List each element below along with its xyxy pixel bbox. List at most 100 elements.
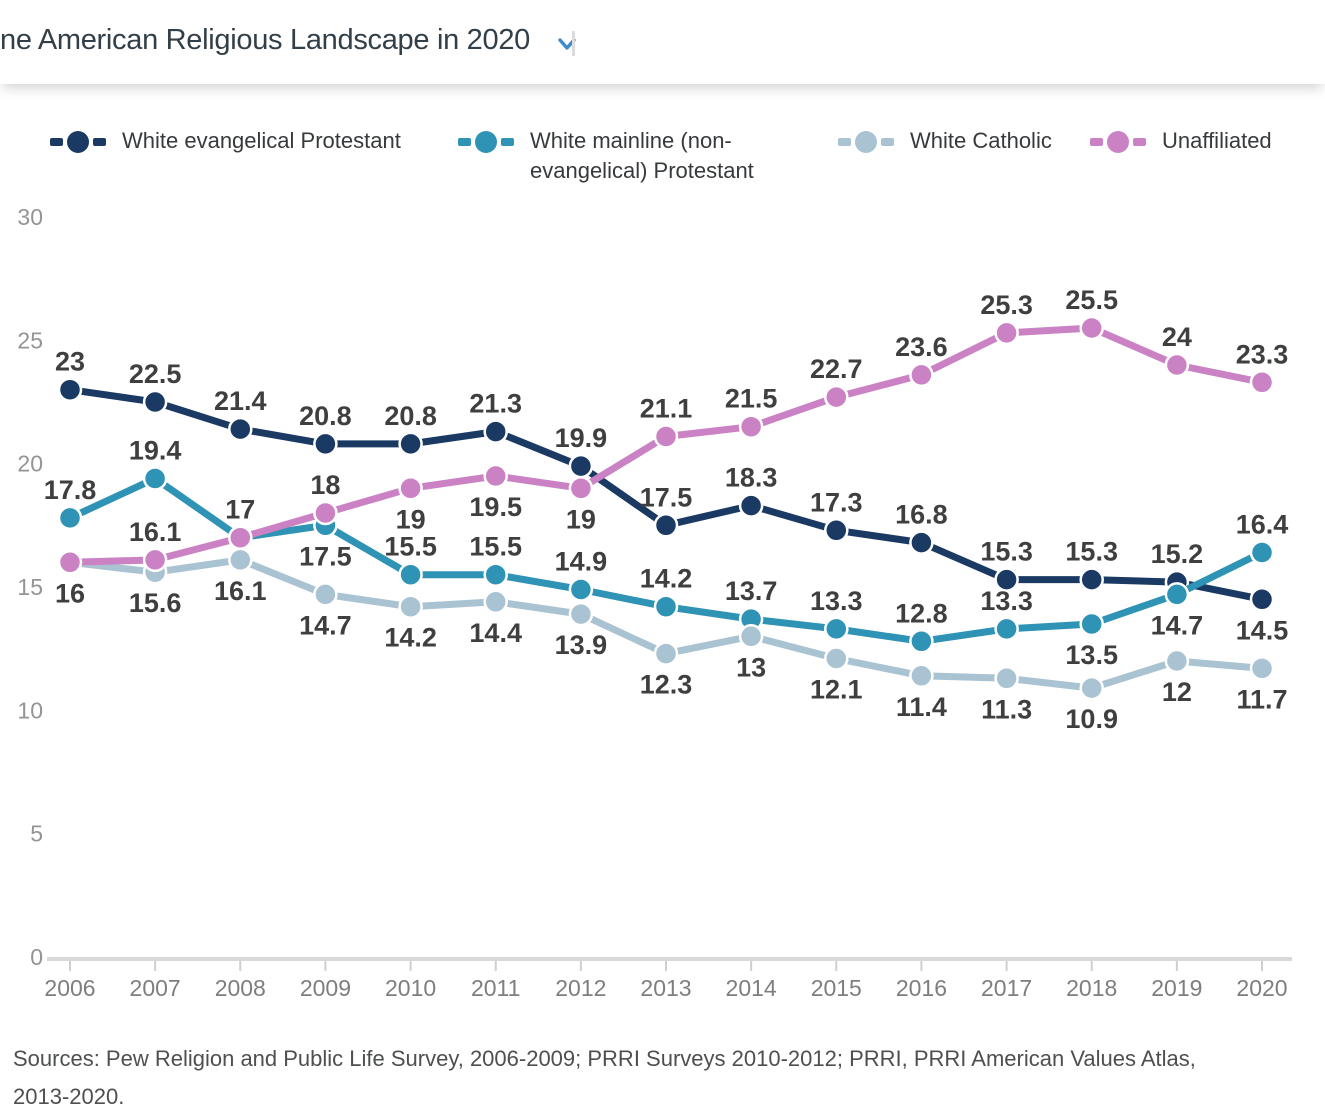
data-point-white-mainline-non-evangelical-protestant[interactable] xyxy=(1164,582,1190,607)
data-point-white-mainline-non-evangelical-protestant[interactable] xyxy=(824,616,849,642)
data-point-white-evangelical-protestant[interactable] xyxy=(228,416,253,442)
data-point-white-evangelical-protestant[interactable] xyxy=(1249,587,1275,612)
page-header: ne American Religious Landscape in 2020 xyxy=(0,0,1325,84)
data-point-label: 23 xyxy=(55,347,85,377)
data-point-unaffiliated[interactable] xyxy=(994,320,1019,346)
data-point-label: 12.3 xyxy=(640,670,693,700)
data-point-white-catholic[interactable] xyxy=(483,589,508,615)
header-divider xyxy=(572,31,575,56)
data-point-white-mainline-non-evangelical-protestant[interactable] xyxy=(398,562,423,587)
data-point-white-evangelical-protestant[interactable] xyxy=(483,419,508,444)
data-point-label: 17.5 xyxy=(640,482,693,512)
data-point-white-mainline-non-evangelical-protestant[interactable] xyxy=(909,629,934,654)
data-point-white-mainline-non-evangelical-protestant[interactable] xyxy=(1079,611,1104,637)
data-point-label: 12.1 xyxy=(810,675,863,705)
data-point-white-catholic[interactable] xyxy=(1164,648,1190,674)
data-point-unaffiliated[interactable] xyxy=(824,384,849,410)
x-axis-label: 2014 xyxy=(726,975,777,1001)
data-point-unaffiliated[interactable] xyxy=(653,424,679,449)
data-point-white-catholic[interactable] xyxy=(824,646,849,671)
data-point-white-catholic[interactable] xyxy=(1249,656,1275,681)
data-point-white-mainline-non-evangelical-protestant[interactable] xyxy=(1249,540,1275,565)
data-point-unaffiliated[interactable] xyxy=(738,414,764,439)
y-axis-label: 15 xyxy=(17,574,43,600)
chevron-down-icon[interactable] xyxy=(556,33,578,55)
legend-item-white-catholic[interactable]: White Catholic xyxy=(838,126,1052,156)
data-point-unaffiliated[interactable] xyxy=(142,547,168,573)
data-point-white-evangelical-protestant[interactable] xyxy=(1079,567,1104,592)
chart-selector-dropdown[interactable]: ne American Religious Landscape in 2020 xyxy=(0,24,578,57)
x-axis-label: 2006 xyxy=(44,975,95,1001)
x-axis-label: 2007 xyxy=(130,975,181,1001)
data-point-white-catholic[interactable] xyxy=(909,663,934,689)
data-point-unaffiliated[interactable] xyxy=(483,463,508,489)
data-point-label: 20.8 xyxy=(299,401,352,431)
legend-marker-icon xyxy=(50,131,106,153)
data-point-label: 18 xyxy=(310,470,340,500)
legend-item-white-evangelical-protestant[interactable]: White evangelical Protestant xyxy=(50,126,401,156)
y-axis-label: 0 xyxy=(30,944,43,970)
data-point-white-evangelical-protestant[interactable] xyxy=(398,431,423,457)
data-point-label: 15.2 xyxy=(1151,539,1204,569)
x-axis-label: 2013 xyxy=(640,975,691,1001)
data-point-white-evangelical-protestant[interactable] xyxy=(653,513,679,538)
data-point-unaffiliated[interactable] xyxy=(398,476,423,501)
chart-legend: White evangelical Protestant White mainli… xyxy=(0,126,1325,196)
y-axis-label: 20 xyxy=(17,451,43,477)
data-point-label: 11.7 xyxy=(1236,684,1287,714)
data-point-unaffiliated[interactable] xyxy=(228,525,253,550)
data-point-white-evangelical-protestant[interactable] xyxy=(738,493,764,518)
data-point-white-mainline-non-evangelical-protestant[interactable] xyxy=(994,616,1019,642)
legend-item-unaffiliated[interactable]: Unaffiliated xyxy=(1090,126,1272,156)
x-axis-label: 2012 xyxy=(555,975,606,1001)
legend-label: White mainline (non-evangelical) Protest… xyxy=(530,128,754,183)
x-axis-label: 2009 xyxy=(300,975,351,1001)
data-point-white-mainline-non-evangelical-protestant[interactable] xyxy=(653,594,679,619)
data-point-unaffiliated[interactable] xyxy=(1079,315,1104,341)
data-point-unaffiliated[interactable] xyxy=(1249,370,1275,395)
data-point-unaffiliated[interactable] xyxy=(909,362,934,388)
data-point-white-catholic[interactable] xyxy=(568,601,594,627)
data-point-label: 12.8 xyxy=(895,598,948,628)
data-point-unaffiliated[interactable] xyxy=(568,476,594,501)
legend-label: White Catholic xyxy=(910,128,1052,153)
data-point-white-catholic[interactable] xyxy=(398,594,423,619)
data-point-white-evangelical-protestant[interactable] xyxy=(824,518,849,543)
data-point-white-evangelical-protestant[interactable] xyxy=(994,567,1019,592)
data-point-label: 13.9 xyxy=(555,630,608,660)
data-point-label: 17.5 xyxy=(299,541,352,571)
data-point-label: 17 xyxy=(225,495,255,525)
data-point-label: 22.5 xyxy=(129,359,182,389)
data-point-unaffiliated[interactable] xyxy=(313,500,338,526)
data-point-white-catholic[interactable] xyxy=(1079,675,1104,701)
legend-marker-icon xyxy=(458,131,514,153)
data-point-white-evangelical-protestant[interactable] xyxy=(909,530,934,555)
data-point-white-evangelical-protestant[interactable] xyxy=(313,431,338,457)
data-point-unaffiliated[interactable] xyxy=(57,550,83,575)
data-point-white-catholic[interactable] xyxy=(313,582,338,607)
data-point-white-catholic[interactable] xyxy=(653,641,679,666)
x-axis-label: 2011 xyxy=(471,975,520,1001)
data-point-label: 16.1 xyxy=(214,576,267,606)
data-point-label: 19 xyxy=(396,504,426,534)
data-point-label: 12 xyxy=(1162,677,1192,707)
data-point-white-mainline-non-evangelical-protestant[interactable] xyxy=(142,466,168,491)
data-point-white-evangelical-protestant[interactable] xyxy=(57,377,83,402)
y-axis-label: 30 xyxy=(17,204,43,230)
data-point-white-catholic[interactable] xyxy=(738,624,764,649)
legend-label: Unaffiliated xyxy=(1162,128,1272,153)
data-point-white-mainline-non-evangelical-protestant[interactable] xyxy=(483,562,508,587)
data-point-white-catholic[interactable] xyxy=(228,547,253,573)
y-axis-label: 5 xyxy=(30,821,43,847)
data-point-white-mainline-non-evangelical-protestant[interactable] xyxy=(57,505,83,531)
data-point-white-catholic[interactable] xyxy=(994,666,1019,691)
data-point-white-evangelical-protestant[interactable] xyxy=(142,389,168,415)
legend-item-white-mainline-non-evangelical-protestant[interactable]: White mainline (non-evangelical) Protest… xyxy=(458,126,775,186)
data-point-label: 25.5 xyxy=(1065,285,1118,315)
data-point-label: 18.3 xyxy=(725,463,778,493)
data-point-white-mainline-non-evangelical-protestant[interactable] xyxy=(568,577,594,602)
data-point-label: 20.8 xyxy=(384,401,437,431)
data-point-unaffiliated[interactable] xyxy=(1164,352,1190,378)
x-axis-label: 2008 xyxy=(215,975,266,1001)
data-point-white-evangelical-protestant[interactable] xyxy=(568,453,594,479)
